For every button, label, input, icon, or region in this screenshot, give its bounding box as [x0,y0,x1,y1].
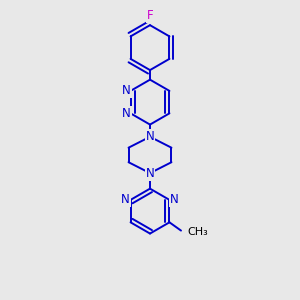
Text: F: F [147,9,153,22]
Text: N: N [121,194,130,206]
Text: N: N [122,84,131,98]
Text: CH₃: CH₃ [187,227,208,237]
Text: N: N [146,130,154,143]
Text: N: N [170,194,179,206]
Text: N: N [122,107,131,120]
Text: N: N [146,167,154,180]
